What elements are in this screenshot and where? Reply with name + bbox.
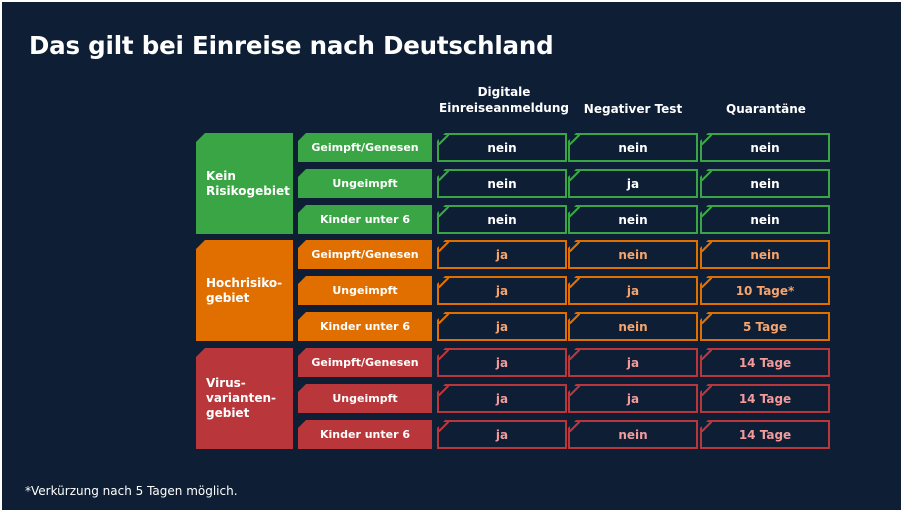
table-cell: nein [700, 169, 830, 198]
row-label: Kinder unter 6 [298, 312, 432, 341]
table-cell: 10 Tage* [700, 276, 830, 305]
row-label: Ungeimpft [298, 384, 432, 413]
table-cell: ja [437, 240, 567, 269]
row-label: Kinder unter 6 [298, 205, 432, 234]
group-label: Virus- varianten- gebiet [206, 376, 276, 420]
table-cell: 14 Tage [700, 384, 830, 413]
group-label: Hochrisiko- gebiet [206, 275, 283, 305]
table-cell: ja [437, 348, 567, 377]
row-label: Geimpft/Genesen [298, 348, 432, 377]
table-cell: nein [568, 205, 698, 234]
group-hochrisiko-gebiet: Hochrisiko- gebiet [196, 240, 293, 341]
table-cell: nein [568, 133, 698, 162]
table-cell: 5 Tage [700, 312, 830, 341]
column-header-quarantaene: Quarantäne [726, 102, 806, 116]
table-cell: ja [437, 276, 567, 305]
table-cell: ja [568, 276, 698, 305]
table-cell: nein [568, 312, 698, 341]
table-cell: nein [568, 420, 698, 449]
row-label: Geimpft/Genesen [298, 240, 432, 269]
row-label: Ungeimpft [298, 276, 432, 305]
row-label: Geimpft/Genesen [298, 133, 432, 162]
column-header-einreiseanmeldung: Digitale Einreiseanmeldung [439, 85, 569, 115]
table-cell: 14 Tage [700, 420, 830, 449]
table-cell: nein [568, 240, 698, 269]
table-cell: nein [700, 205, 830, 234]
table-cell: ja [437, 384, 567, 413]
table-cell: nein [437, 169, 567, 198]
table-cell: ja [568, 348, 698, 377]
footnote: *Verkürzung nach 5 Tagen möglich. [25, 484, 238, 498]
table-cell: ja [437, 312, 567, 341]
row-label: Ungeimpft [298, 169, 432, 198]
table-cell: nein [437, 205, 567, 234]
table-cell: nein [700, 133, 830, 162]
table-cell: ja [568, 169, 698, 198]
group-kein-risikogebiet: Kein Risikogebiet [196, 133, 293, 234]
row-label: Kinder unter 6 [298, 420, 432, 449]
table-cell: ja [437, 420, 567, 449]
group-virus-varianten-gebiet: Virus- varianten- gebiet [196, 348, 293, 449]
table-cell: 14 Tage [700, 348, 830, 377]
column-header-negativer-test: Negativer Test [583, 102, 683, 116]
table-cell: nein [700, 240, 830, 269]
table-cell: nein [437, 133, 567, 162]
group-label: Kein Risikogebiet [206, 168, 290, 198]
page-title: Das gilt bei Einreise nach Deutschland [29, 31, 554, 60]
table-cell: ja [568, 384, 698, 413]
